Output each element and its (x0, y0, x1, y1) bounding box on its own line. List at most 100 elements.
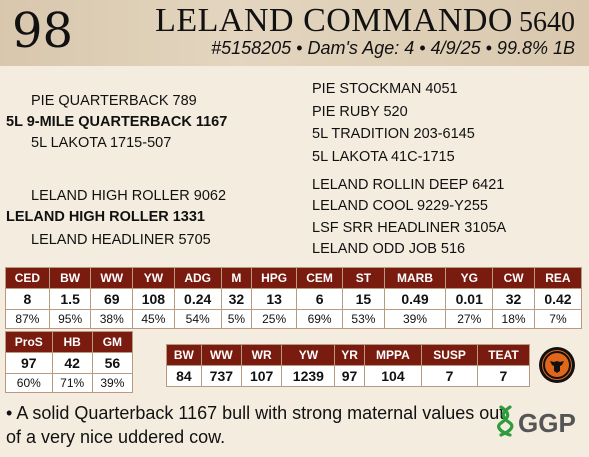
epd-value-ced: 8 (5, 288, 50, 310)
actual-value-mppa: 104 (363, 365, 423, 387)
epd-value-pros: 97 (5, 352, 53, 374)
epd-header-rea: REA (533, 267, 583, 289)
actual-header-mppa: MPPA (363, 344, 423, 366)
epd-pct-m: 5% (220, 309, 253, 329)
epd-header-yw: YW (132, 267, 175, 289)
epd-value-ww: 69 (90, 288, 134, 310)
cow-head-icon (550, 361, 564, 373)
epd-main-header-row: CED BW WW YW ADG M HPG CEM ST MARB YG CW… (5, 267, 583, 289)
epd-value-yw: 108 (132, 288, 175, 310)
epd-header-marb: MARB (383, 267, 447, 289)
epd-value-bw: 1.5 (48, 288, 92, 310)
epd-value-rea: 0.42 (533, 288, 583, 310)
epd-value-m: 32 (220, 288, 253, 310)
bull-name-line: LELAND COMMANDO 5640 (155, 4, 575, 44)
epd-header-bw: BW (48, 267, 92, 289)
epd-header-hpg: HPG (251, 267, 298, 289)
epd-value-hb: 42 (51, 352, 93, 374)
actual-value-susp: 7 (421, 365, 478, 387)
sire-sire: PIE QUARTERBACK 789 (31, 93, 197, 109)
epd-value-cem: 6 (296, 288, 344, 310)
comment-text: A solid Quarterback 1167 bull with stron… (6, 403, 505, 447)
epd-value-marb: 0.49 (383, 288, 447, 310)
dam-ancestor-4: LELAND ODD JOB 516 (312, 241, 466, 257)
epd-main-table: CED BW WW YW ADG M HPG CEM ST MARB YG CW… (5, 267, 583, 329)
epd-main-percentile-row: 87% 95% 38% 45% 54% 5% 25% 69% 53% 39% 2… (5, 309, 583, 329)
dam-ancestor-3: LSF SRR HEADLINER 3105A (312, 220, 507, 236)
sale-comment: • A solid Quarterback 1167 bull with stro… (6, 401, 506, 449)
lot-header: 98 LELAND COMMANDO 5640 #5158205 • Dam's … (0, 0, 589, 66)
dam-dam: LELAND HEADLINER 5705 (31, 232, 211, 248)
dam-ancestor-2: LELAND COOL 9229-Y255 (312, 198, 488, 214)
epd-value-yg: 0.01 (445, 288, 494, 310)
epd-pct-ced: 87% (5, 309, 50, 329)
sire: 5L 9-MILE QUARTERBACK 1167 (6, 114, 228, 130)
epd-value-st: 15 (342, 288, 385, 310)
epd-pct-marb: 39% (383, 309, 447, 329)
epd-pct-adg: 54% (173, 309, 222, 329)
actual-header-yr: YR (334, 344, 365, 366)
bull-number: 5640 (519, 7, 575, 38)
epd-value-cw: 32 (492, 288, 535, 310)
sire-dam: 5L LAKOTA 1715-507 (31, 135, 172, 151)
epd-header-st: ST (342, 267, 385, 289)
epd-header-cem: CEM (296, 267, 344, 289)
actual-header-yw: YW (281, 344, 336, 366)
actual-value-row: 84 737 107 1239 97 104 7 7 (166, 365, 531, 387)
epd-pct-yw: 45% (132, 309, 175, 329)
epd-pct-yg: 27% (445, 309, 494, 329)
epd-value-gm: 56 (91, 352, 134, 374)
actual-header-susp: SUSP (421, 344, 478, 366)
actual-value-bw: 84 (166, 365, 202, 387)
ggp-logo-icon: GGP (497, 405, 576, 438)
epd-header-m: M (220, 267, 253, 289)
dam-ancestor-1: LELAND ROLLIN DEEP 6421 (312, 177, 505, 193)
epd-header-gm: GM (91, 331, 134, 353)
bull-name: LELAND COMMANDO (155, 2, 513, 39)
registration-details: #5158205 • Dam's Age: 4 • 4/9/25 • 99.8%… (211, 38, 575, 58)
epd-header-adg: ADG (173, 267, 222, 289)
dam: LELAND HIGH ROLLER 1331 (6, 209, 205, 225)
epd-header-ww: WW (90, 267, 134, 289)
actual-header-ww: WW (200, 344, 243, 366)
epd-header-hb: HB (51, 331, 93, 353)
epd-main-value-row: 8 1.5 69 108 0.24 32 13 6 15 0.49 0.01 3… (5, 288, 583, 310)
actual-value-yw: 1239 (281, 365, 336, 387)
epd-pct-cem: 69% (296, 309, 344, 329)
epd-value-adg: 0.24 (173, 288, 222, 310)
epd-header-ced: CED (5, 267, 50, 289)
epd-secondary-header-row: ProS HB GM (5, 331, 134, 353)
seal-ring (542, 350, 572, 380)
epd-pct-st: 53% (342, 309, 385, 329)
epd-pct-pros: 60% (5, 373, 53, 393)
actual-header-teat: TEAT (476, 344, 531, 366)
lot-number: 98 (12, 3, 74, 59)
breed-seal-icon (539, 347, 575, 383)
bullet-dot: • (6, 403, 13, 423)
actual-value-yr: 97 (334, 365, 365, 387)
sire-ancestor-4: 5L LAKOTA 41C-1715 (312, 149, 455, 165)
epd-secondary-percentile-row: 60% 71% 39% (5, 373, 134, 393)
epd-pct-hpg: 25% (251, 309, 298, 329)
actual-header-bw: BW (166, 344, 202, 366)
epd-pct-cw: 18% (492, 309, 535, 329)
epd-secondary-table: ProS HB GM 97 42 56 60% 71% 39% (5, 331, 134, 393)
actual-value-ww: 737 (200, 365, 243, 387)
epd-header-pros: ProS (5, 331, 53, 353)
dam-sire: LELAND HIGH ROLLER 9062 (31, 188, 227, 204)
sire-ancestor-1: PIE STOCKMAN 4051 (312, 81, 458, 97)
epd-header-cw: CW (492, 267, 535, 289)
seal-center (545, 353, 569, 377)
epd-pct-bw: 95% (48, 309, 92, 329)
epd-pct-rea: 7% (533, 309, 583, 329)
actual-header-row: BW WW WR YW YR MPPA SUSP TEAT (166, 344, 531, 366)
epd-value-hpg: 13 (251, 288, 298, 310)
epd-pct-gm: 39% (91, 373, 134, 393)
epd-header-yg: YG (445, 267, 494, 289)
epd-pct-hb: 71% (51, 373, 93, 393)
actual-value-teat: 7 (476, 365, 531, 387)
epd-secondary-value-row: 97 42 56 (5, 352, 134, 374)
actual-measures-table: BW WW WR YW YR MPPA SUSP TEAT 84 737 107… (166, 344, 531, 387)
sire-ancestor-2: PIE RUBY 520 (312, 104, 408, 120)
